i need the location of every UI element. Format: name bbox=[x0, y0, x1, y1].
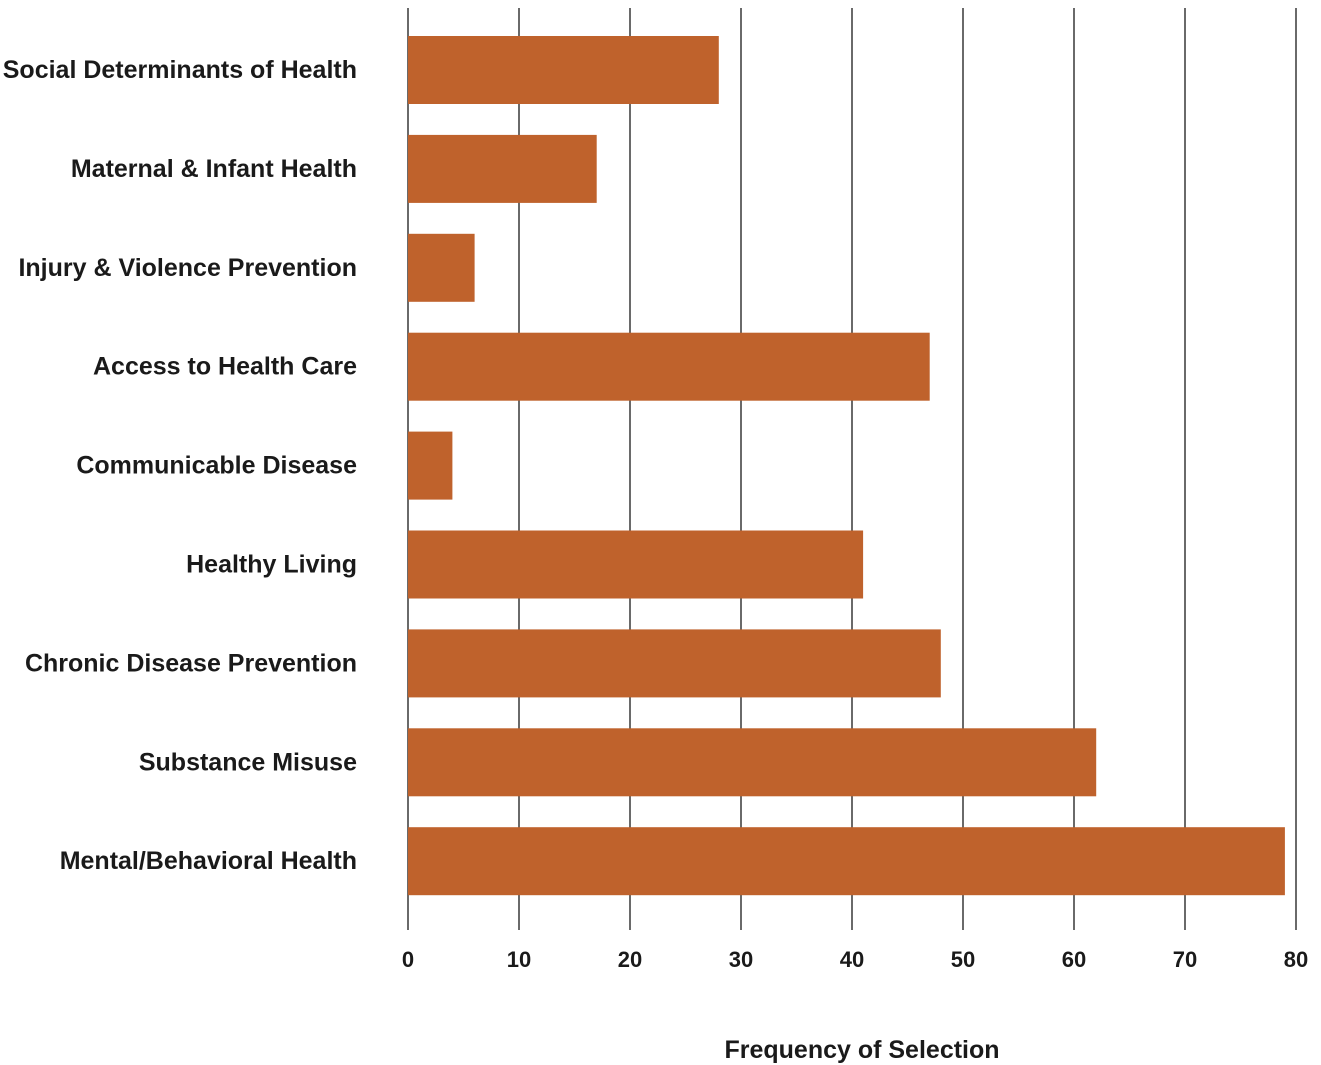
category-labels: Social Determinants of Health Maternal & … bbox=[3, 56, 357, 875]
category-label-mental-behavioral-health: Mental/Behavioral Health bbox=[60, 847, 357, 875]
x-tick-label-70: 70 bbox=[1173, 947, 1197, 972]
category-label-maternal-and-infant-health: Maternal & Infant Health bbox=[71, 155, 357, 183]
category-label-substance-misuse: Substance Misuse bbox=[139, 748, 357, 776]
bar-maternal-and-infant-health bbox=[408, 134, 597, 203]
bar-access-to-health-care bbox=[408, 332, 930, 401]
bar-mental-behavioral-health bbox=[408, 827, 1285, 896]
bar-healthy-living bbox=[408, 530, 864, 599]
x-tick-label-10: 10 bbox=[507, 947, 531, 972]
category-label-healthy-living: Healthy Living bbox=[186, 551, 357, 579]
x-tick-label-20: 20 bbox=[618, 947, 642, 972]
x-axis-title: Frequency of Selection bbox=[724, 1036, 999, 1064]
category-label-communicable-disease: Communicable Disease bbox=[76, 452, 357, 480]
category-label-access-to-health-care: Access to Health Care bbox=[93, 353, 357, 381]
bar-social-determinants-of-health bbox=[408, 36, 719, 104]
x-tick-label-40: 40 bbox=[840, 947, 864, 972]
category-label-injury-and-violence-prevention: Injury & Violence Prevention bbox=[18, 254, 357, 282]
category-label-social-determinants-of-health: Social Determinants of Health bbox=[3, 56, 357, 84]
x-tick-labels: 0 10 20 30 40 50 60 70 80 bbox=[402, 947, 1308, 972]
x-tick-label-0: 0 bbox=[402, 947, 414, 972]
x-tick-label-30: 30 bbox=[729, 947, 753, 972]
bar-injury-and-violence-prevention bbox=[408, 233, 475, 302]
x-tick-label-60: 60 bbox=[1062, 947, 1086, 972]
category-label-chronic-disease-prevention: Chronic Disease Prevention bbox=[25, 649, 357, 677]
bar-chronic-disease-prevention bbox=[408, 629, 941, 698]
bars bbox=[408, 36, 1285, 896]
x-tick-label-80: 80 bbox=[1284, 947, 1308, 972]
bar-substance-misuse bbox=[408, 728, 1097, 797]
bar-communicable-disease bbox=[408, 431, 453, 500]
x-tick-label-50: 50 bbox=[951, 947, 975, 972]
